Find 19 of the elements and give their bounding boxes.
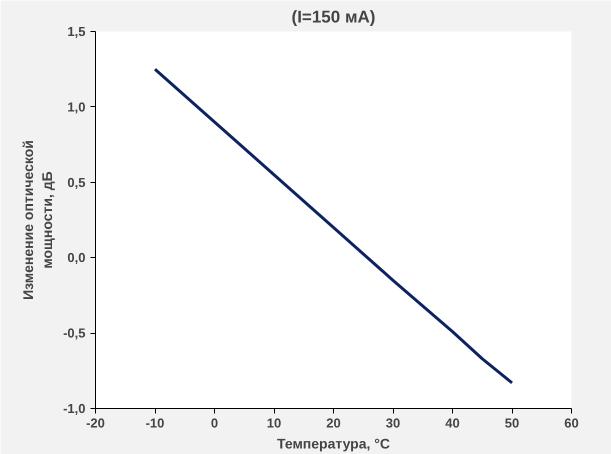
x-tick-label: 60 xyxy=(564,416,579,430)
x-tick-label: -10 xyxy=(146,416,164,430)
y-axis-title: Изменение оптической мощности, дБ xyxy=(20,140,56,300)
y-tick-label: 1,5 xyxy=(67,24,86,39)
chart-title: (I=150 мА) xyxy=(292,8,376,26)
x-tick-label: 40 xyxy=(445,416,460,430)
x-tick-label: 50 xyxy=(504,416,520,430)
x-tick-label: 0 xyxy=(210,416,218,430)
x-tick-label: 10 xyxy=(266,416,282,430)
y-tick-label: -0,5 xyxy=(63,326,86,341)
y-tick-label: 1,0 xyxy=(67,99,86,114)
x-tick-label: 20 xyxy=(326,416,341,430)
x-axis-title: Температура, °C xyxy=(276,436,390,452)
y-tick-label: 0,5 xyxy=(67,174,86,190)
x-tick-label: 30 xyxy=(386,416,400,430)
y-tick-label: -1,0 xyxy=(63,401,86,416)
line-series xyxy=(154,68,514,384)
x-tick-label: -20 xyxy=(86,416,105,430)
y-tick-label: 0,0 xyxy=(67,250,86,266)
